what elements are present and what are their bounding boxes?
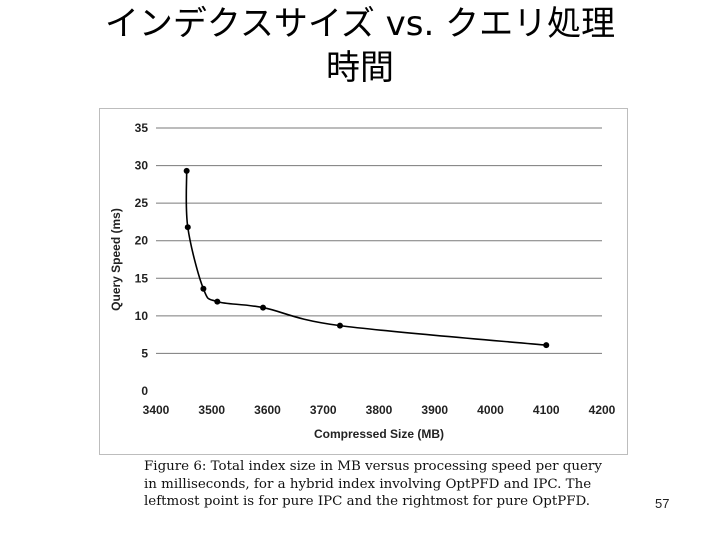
x-tick-label: 3600 [254,403,281,417]
y-tick-label: 5 [141,346,148,360]
data-point [214,298,221,305]
x-tick-label: 3400 [143,403,170,417]
slide-title: インデクスサイズ vs. クエリ処理 時間 [0,2,720,90]
data-point [336,322,343,329]
y-tick-label: 25 [135,196,149,210]
chart-panel: 0 5 10 15 20 25 30 35 3400 3500 3600 3700 3800 3900 40… [99,108,628,455]
data-point [200,285,207,292]
series-line [185,170,547,346]
y-tick-label: 20 [135,234,149,248]
y-axis-title: Query Speed (ms) [109,208,123,311]
data-point [184,224,191,231]
x-tick-label: 4000 [477,403,504,417]
slide-title-line2: 時間 [326,48,394,88]
x-tick-label: 3800 [366,403,393,417]
line-chart: 0 5 10 15 20 25 30 35 3400 3500 3600 3700 3800 3900 40… [109,121,616,441]
slide-title-line1: インデクスサイズ vs. クエリ処理 [104,4,616,44]
page-number: 57 [655,496,670,511]
y-tick-label: 35 [135,121,149,135]
y-tick-label: 10 [135,309,149,323]
x-tick-label: 3500 [198,403,225,417]
x-tick-label: 4100 [533,403,560,417]
data-point [543,342,550,349]
x-axis-title: Compressed Size (MB) [314,427,444,441]
figure-caption: Figure 6: Total index size in MB versus … [144,459,602,509]
data-point [260,304,267,311]
x-tick-label: 3700 [310,403,337,417]
y-tick-label: 0 [141,384,148,398]
y-tick-label: 30 [135,159,149,173]
x-tick-label: 3900 [421,403,448,417]
data-point [183,167,190,174]
y-tick-label: 15 [135,271,149,285]
x-tick-label: 4200 [589,403,616,417]
